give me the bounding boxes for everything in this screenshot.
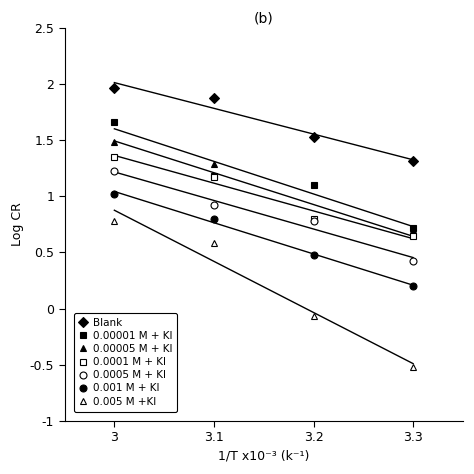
Legend: Blank, 0.00001 M + KI, 0.00005 M + KI, 0.0001 M + KI, 0.0005 M + KI, 0.001 M + K: Blank, 0.00001 M + KI, 0.00005 M + KI, 0… (74, 313, 177, 412)
Title: (b): (b) (254, 11, 273, 25)
X-axis label: 1/T x10⁻³ (k⁻¹): 1/T x10⁻³ (k⁻¹) (218, 450, 310, 463)
Y-axis label: Log CR: Log CR (11, 202, 24, 246)
